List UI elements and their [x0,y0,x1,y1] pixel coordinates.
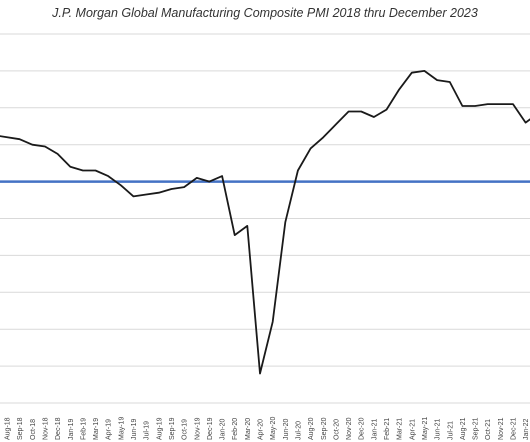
x-tick-label: Jul-20 [295,421,302,440]
x-tick-label: Nov-18 [42,417,49,440]
x-tick-label: Jun-20 [283,418,290,440]
x-tick-label: Dec-20 [359,417,366,440]
x-tick-label: Jun-19 [131,418,138,440]
x-tick-label: Dec-19 [207,417,214,440]
x-tick-label: Aug-20 [308,417,315,440]
x-tick-label: Oct-21 [485,419,492,440]
x-tick-label: Sep-18 [17,417,24,440]
x-tick-labels: Aug-18 Sep-18 Oct-18 Nov-18 Dec-18 Jan-19 Feb-… [5,417,530,440]
x-tick-label: Jul-19 [144,421,151,440]
x-tick-label: Nov-20 [346,417,353,440]
x-tick-label: Jan-21 [371,418,378,440]
x-tick-label: Nov-19 [194,417,201,440]
x-tick-label: Jan-19 [68,418,75,440]
x-tick-label: Oct-19 [182,419,189,440]
x-tick-label: Nov-21 [498,417,505,440]
x-tick-label: Aug-19 [156,417,163,440]
series-line [0,70,530,375]
chart-title: J.P. Morgan Global Manufacturing Composi… [52,6,478,20]
x-tick-label: Apr-21 [409,419,416,440]
x-tick-label: Mar-21 [397,418,404,440]
x-tick-label: May-19 [118,417,125,440]
x-tick-label: Jun-21 [435,418,442,440]
x-tick-label: Jan-22 [523,418,530,440]
x-tick-label: Feb-19 [80,418,87,440]
x-tick-label: Apr-20 [258,419,265,440]
x-tick-label: Feb-20 [232,418,239,440]
x-tick-label: Oct-20 [333,419,340,440]
x-tick-label: Jan-20 [220,418,227,440]
x-tick-label: Feb-21 [384,418,391,440]
x-tick-label: Sep-21 [473,417,480,440]
x-tick-label: May-21 [422,417,429,440]
x-tick-label: Mar-20 [245,418,252,440]
x-tick-label: Dec-21 [511,417,518,440]
x-tick-label: Sep-19 [169,417,176,440]
x-tick-label: Mar-19 [93,418,100,440]
x-tick-label: Jul-21 [447,421,454,440]
x-tick-label: May-20 [270,417,277,440]
x-tick-label: Sep-20 [321,417,328,440]
gridlines [0,33,530,404]
x-tick-label: Dec-18 [55,417,62,440]
x-tick-label: Oct-18 [30,419,37,440]
x-tick-label: Aug-18 [5,417,12,440]
x-tick-label: Aug-21 [460,417,467,440]
x-tick-label: Apr-19 [106,419,113,440]
